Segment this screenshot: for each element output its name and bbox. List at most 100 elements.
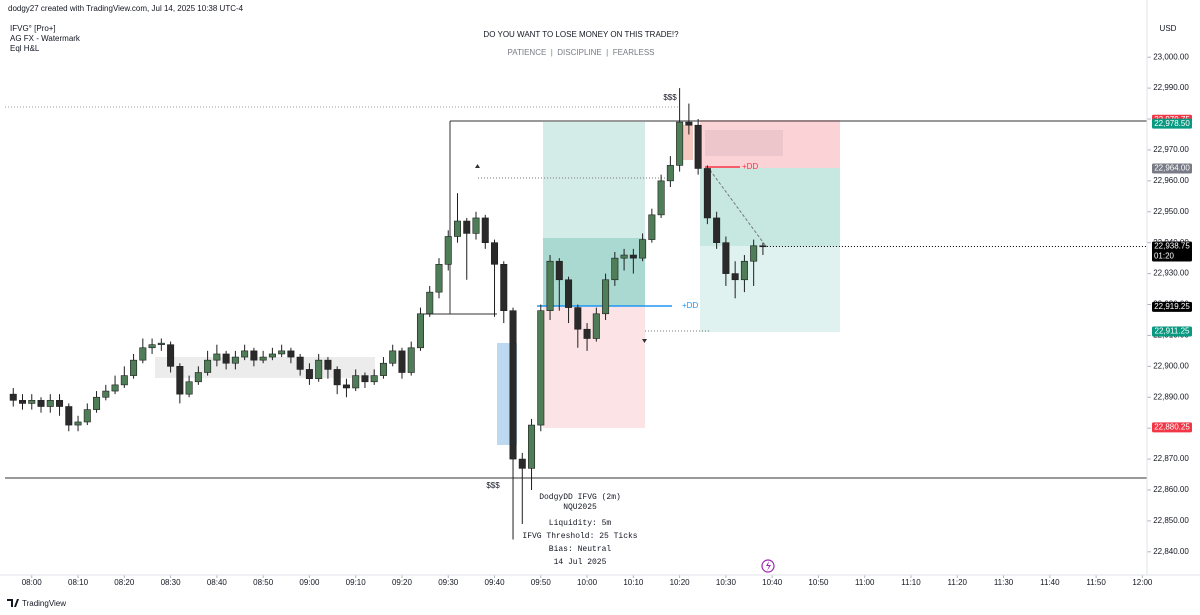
candle-body <box>19 400 27 404</box>
candle-body <box>315 359 323 379</box>
price-label: 22,964.00 <box>1154 164 1190 173</box>
time-tick-label: 09:00 <box>299 578 320 587</box>
candle-body <box>611 257 619 281</box>
candle-body <box>278 350 286 355</box>
candle-body <box>204 359 212 373</box>
candle-body <box>481 217 489 243</box>
candle-body <box>296 356 304 370</box>
candle-body <box>537 310 545 426</box>
candle-body <box>685 121 693 126</box>
indicator: Eql H&L <box>10 44 40 53</box>
time-tick-label: 10:20 <box>670 578 691 587</box>
candle-body <box>666 165 674 182</box>
candle-body <box>28 400 36 404</box>
candle-body <box>250 350 258 361</box>
candle-body <box>333 369 341 386</box>
price-tick-label: 22,840.00 <box>1153 547 1189 556</box>
candle-body <box>176 366 184 395</box>
candle-body <box>268 353 276 358</box>
price-tick-label: 22,970.00 <box>1153 145 1189 154</box>
price-tick-label: 22,850.00 <box>1153 516 1189 525</box>
candle-body <box>713 217 721 243</box>
time-tick-label: 09:30 <box>438 578 459 587</box>
candle-body <box>102 390 110 398</box>
candle-body <box>435 264 443 293</box>
price-tick-label: 22,870.00 <box>1153 454 1189 463</box>
candle-body <box>518 458 526 469</box>
candle-body <box>398 350 406 373</box>
candle-body <box>65 406 73 426</box>
candle-body <box>120 375 128 386</box>
candle-body <box>241 350 249 358</box>
price-tick-label: 22,990.00 <box>1153 83 1189 92</box>
info-line: Bias: Neutral <box>549 545 612 554</box>
candle-body <box>222 353 230 364</box>
candle-body <box>194 372 202 383</box>
logo <box>7 599 19 607</box>
candle-body <box>620 254 628 259</box>
price-label-box <box>1152 301 1192 312</box>
time-tick-label: 11:50 <box>1086 578 1106 587</box>
indicator: AG FX - Watermark <box>10 34 81 43</box>
info-symbol: NQU2025 <box>563 503 597 512</box>
price-label-box <box>1152 241 1192 262</box>
replay-icon[interactable] <box>761 559 775 573</box>
price-tick-label: 22,860.00 <box>1153 485 1189 494</box>
candle-body <box>602 279 610 315</box>
candle-body <box>648 214 656 240</box>
candle-body <box>46 400 54 407</box>
price-label: 22,938.75 <box>1154 242 1190 251</box>
candle-body <box>500 264 508 311</box>
marker <box>475 164 480 168</box>
candle-body <box>463 220 471 234</box>
candle-body <box>722 242 730 274</box>
time-tick-label: 09:20 <box>392 578 413 587</box>
time-tick-label: 11:30 <box>994 578 1014 587</box>
price-tick-label: 22,950.00 <box>1153 207 1189 216</box>
candle-body <box>555 260 563 281</box>
watermark-subtitle: PATIENCE | DISCIPLINE | FEARLESS <box>507 48 654 57</box>
candle-body <box>750 245 758 262</box>
price-label: 22,880.25 <box>1154 422 1190 431</box>
candle-body <box>167 344 175 367</box>
countdown: 01:20 <box>1154 252 1175 261</box>
candle-body <box>352 375 360 389</box>
candle-body <box>324 359 332 370</box>
time-tick-label: 08:50 <box>253 578 274 587</box>
annotation: +DD <box>742 162 758 171</box>
time-tick-label: 11:40 <box>1040 578 1060 587</box>
watermark-title: DO YOU WANT TO LOSE MONEY ON THIS TRADE!… <box>483 30 679 39</box>
info-line: IFVG Threshold: 25 Ticks <box>522 532 637 541</box>
short-fvg <box>705 130 783 156</box>
price-label: 22,978.50 <box>1154 119 1190 128</box>
candle-body <box>639 239 647 259</box>
time-tick-label: 10:30 <box>716 578 737 587</box>
candles <box>9 88 767 540</box>
candle-body <box>148 344 156 349</box>
candle-body <box>453 220 461 237</box>
candle-body <box>83 409 91 423</box>
price-label: 22,911.25 <box>1155 327 1191 336</box>
long-target-zone <box>543 122 645 238</box>
candle-body <box>676 121 684 166</box>
candle-body <box>231 356 239 364</box>
candle-body <box>583 328 591 339</box>
info-line: Liquidity: 5m <box>549 519 612 528</box>
info-title: DodgyDD IFVG (2m) <box>539 493 621 502</box>
time-tick-label: 08:40 <box>207 578 228 587</box>
candle-body <box>287 350 295 358</box>
candle-body <box>444 236 452 265</box>
time-tick-label: 10:00 <box>577 578 598 587</box>
time-tick-label: 08:20 <box>114 578 135 587</box>
price-label-box <box>1152 422 1192 433</box>
candle-body <box>592 313 600 339</box>
candle-body <box>407 347 415 373</box>
candle-body <box>93 396 101 410</box>
price-labels: 22,979.7522,978.5022,964.0022,938.7501:2… <box>766 114 1192 433</box>
price-label-box <box>1152 118 1192 129</box>
candle-body <box>528 424 536 469</box>
candle-body <box>491 242 499 265</box>
candle-body <box>759 245 767 248</box>
